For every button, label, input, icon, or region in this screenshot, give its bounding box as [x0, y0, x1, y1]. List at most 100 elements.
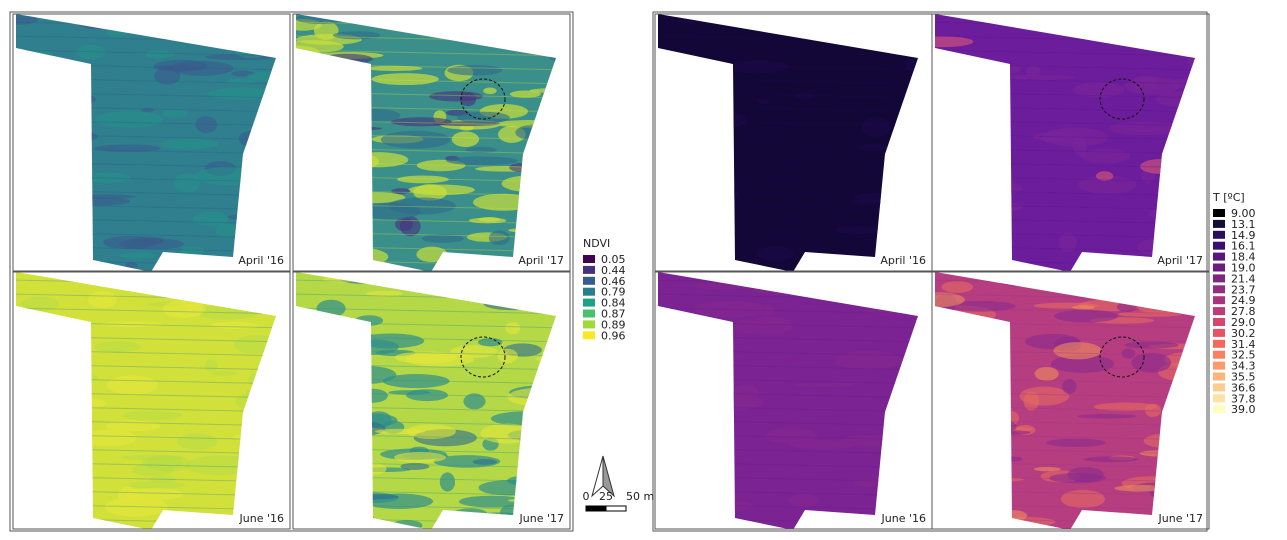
field-patch: [835, 351, 903, 370]
field-patch: [107, 375, 158, 395]
legend-swatch: [583, 277, 595, 285]
field-patch: [1034, 467, 1061, 471]
field-patch: [372, 73, 439, 85]
legend-swatch: [1213, 285, 1225, 293]
legend-label: 39.0: [1231, 403, 1256, 416]
field-patch: [1054, 342, 1102, 359]
scale-label: 50 m: [626, 490, 654, 503]
field-patch: [145, 50, 174, 58]
field-patch: [177, 434, 217, 450]
field-patch: [483, 87, 497, 94]
legend-swatch: [1213, 362, 1225, 370]
field-patch: [147, 456, 191, 472]
panel-label: April '17: [1157, 254, 1203, 267]
field-patch: [1131, 353, 1171, 373]
field-patch: [381, 131, 451, 149]
field-patch: [733, 384, 760, 401]
legend-title: NDVI: [583, 237, 610, 250]
field-patch: [478, 217, 500, 222]
field-patch: [460, 92, 476, 106]
field-patch: [446, 156, 518, 165]
legend-swatch: [1213, 383, 1225, 391]
scale-label: 0: [583, 490, 590, 503]
field-patch: [394, 452, 446, 463]
field-patch: [459, 126, 474, 131]
field-patch: [95, 111, 164, 127]
field-patch: [861, 118, 890, 137]
field-patch: [1124, 342, 1178, 349]
field-patch: [94, 341, 141, 352]
scale-label: 25: [599, 490, 613, 503]
legend-swatch: [1213, 318, 1225, 326]
field-patch: [457, 112, 510, 124]
field-patch: [162, 109, 188, 118]
legend-swatch: [1213, 242, 1225, 250]
legend-swatch: [1213, 274, 1225, 282]
legend-swatch: [583, 310, 595, 318]
field-patch: [440, 472, 455, 491]
field-patch: [1122, 348, 1136, 358]
field-patch: [731, 319, 763, 333]
field-patch: [129, 481, 185, 489]
legend-swatch: [1213, 351, 1225, 359]
field-patch: [836, 226, 882, 234]
field-patch: [119, 253, 155, 259]
legend-swatch: [583, 299, 595, 307]
field-patch: [473, 459, 498, 465]
field-patch: [757, 98, 770, 104]
field-patch: [1078, 414, 1137, 419]
legend-swatch: [583, 288, 595, 296]
field-patch: [796, 93, 815, 100]
legend-title: T [ºC]: [1212, 191, 1245, 204]
field-patch: [134, 237, 164, 245]
field-patch: [941, 281, 973, 293]
legend-label: 0.96: [601, 329, 626, 342]
legend-swatch: [583, 255, 595, 263]
field-patch: [1072, 305, 1095, 309]
field-patch: [1026, 66, 1041, 77]
field-patch: [478, 338, 502, 346]
field-patch: [793, 383, 855, 388]
field-patch: [1035, 367, 1059, 381]
field-patch: [1049, 473, 1106, 483]
legend-swatch: [1213, 264, 1225, 272]
field-patch: [1084, 456, 1139, 462]
field-patch: [193, 212, 229, 226]
legend-swatch: [1213, 329, 1225, 337]
legend-swatch: [1213, 220, 1225, 228]
legend-swatch: [1213, 394, 1225, 402]
field-patch: [124, 488, 184, 500]
field-patch: [1007, 75, 1075, 80]
field-patch: [764, 428, 817, 444]
field-patch: [451, 345, 498, 358]
field-patch: [88, 291, 117, 308]
legend-swatch: [1213, 296, 1225, 304]
legend-swatch: [1213, 231, 1225, 239]
field-patch: [211, 322, 258, 329]
field-patch: [391, 188, 410, 194]
legend-swatch: [1213, 209, 1225, 217]
field-patch: [497, 349, 517, 363]
field-patch: [505, 322, 520, 334]
field-patch: [447, 65, 502, 75]
field-patch: [1108, 121, 1179, 135]
legend-swatch: [1213, 253, 1225, 261]
field-patch: [400, 216, 421, 236]
field-patch: [205, 359, 218, 372]
panel-label: April '16: [880, 254, 926, 267]
panel-label: June '16: [881, 512, 926, 525]
field-patch: [1046, 438, 1105, 447]
field-patch: [212, 371, 238, 375]
legend-swatch: [583, 266, 595, 274]
field-patch: [123, 411, 183, 420]
legend-swatch: [1213, 373, 1225, 381]
panel-label: April '17: [518, 254, 564, 267]
field-patch: [161, 139, 219, 149]
legend-swatch: [1213, 340, 1225, 348]
field-patch: [375, 429, 425, 434]
field-patch: [489, 231, 510, 246]
panel-label: April '16: [238, 254, 284, 267]
legend-swatch: [1213, 405, 1225, 413]
panel-label: June '16: [239, 512, 284, 525]
field-patch: [215, 223, 238, 237]
